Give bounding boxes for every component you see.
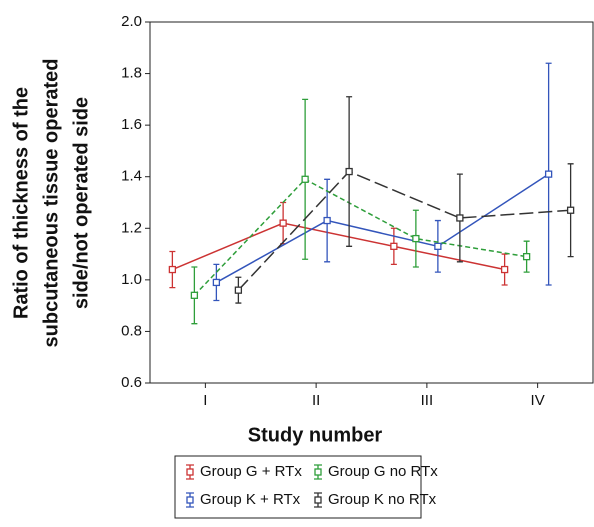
- data-point: [434, 242, 442, 250]
- data-point: [566, 206, 575, 214]
- data-point: [390, 242, 398, 250]
- plot-frame: [149, 21, 594, 384]
- data-point: [301, 175, 309, 183]
- y-tick-label: 1.0: [121, 271, 142, 288]
- y-tick-label: 2.0: [121, 13, 142, 30]
- legend-symbol: [186, 496, 194, 504]
- data-point: [500, 265, 509, 274]
- y-axis-label: Ratio of thickness of the: [10, 87, 32, 319]
- y-axis-label: side/not operated side: [70, 97, 92, 309]
- y-tick-label: 0.8: [121, 322, 142, 339]
- y-tick-label: 1.2: [121, 219, 142, 236]
- data-point: [168, 265, 177, 274]
- x-tick-label: II: [312, 392, 320, 409]
- legend-box: [174, 455, 422, 519]
- series-line: [216, 173, 550, 284]
- legend-symbol: [314, 496, 322, 504]
- x-tick-label: I: [203, 392, 207, 409]
- y-axis-label: subcutaneous tissue operated: [40, 59, 62, 348]
- data-point: [544, 170, 553, 178]
- y-tick-label: 1.4: [121, 168, 142, 185]
- x-axis-label: Study number: [248, 424, 383, 446]
- data-point: [456, 214, 464, 222]
- y-tick-label: 1.8: [121, 65, 142, 82]
- y-tick-label: 1.6: [121, 116, 142, 133]
- data-point: [212, 278, 221, 287]
- x-tick-label: III: [421, 392, 434, 409]
- data-point: [323, 216, 331, 225]
- data-point: [234, 286, 243, 294]
- legend-label: Group K no RTx: [328, 491, 437, 508]
- legend-symbol: [314, 468, 322, 476]
- legend-symbol: [186, 468, 194, 476]
- data-point: [522, 252, 531, 261]
- x-tick-label: IV: [531, 392, 545, 409]
- legend-label: Group K + RTx: [200, 491, 301, 508]
- y-tick-label: 0.6: [121, 374, 142, 391]
- series-line: [237, 170, 571, 291]
- legend-label: Group G + RTx: [200, 463, 302, 480]
- data-point: [345, 167, 353, 176]
- data-point: [412, 234, 420, 243]
- data-point: [279, 219, 287, 227]
- data-point: [190, 291, 199, 299]
- series-line: [172, 222, 505, 271]
- legend-label: Group G no RTx: [328, 463, 438, 480]
- series-line: [193, 178, 527, 296]
